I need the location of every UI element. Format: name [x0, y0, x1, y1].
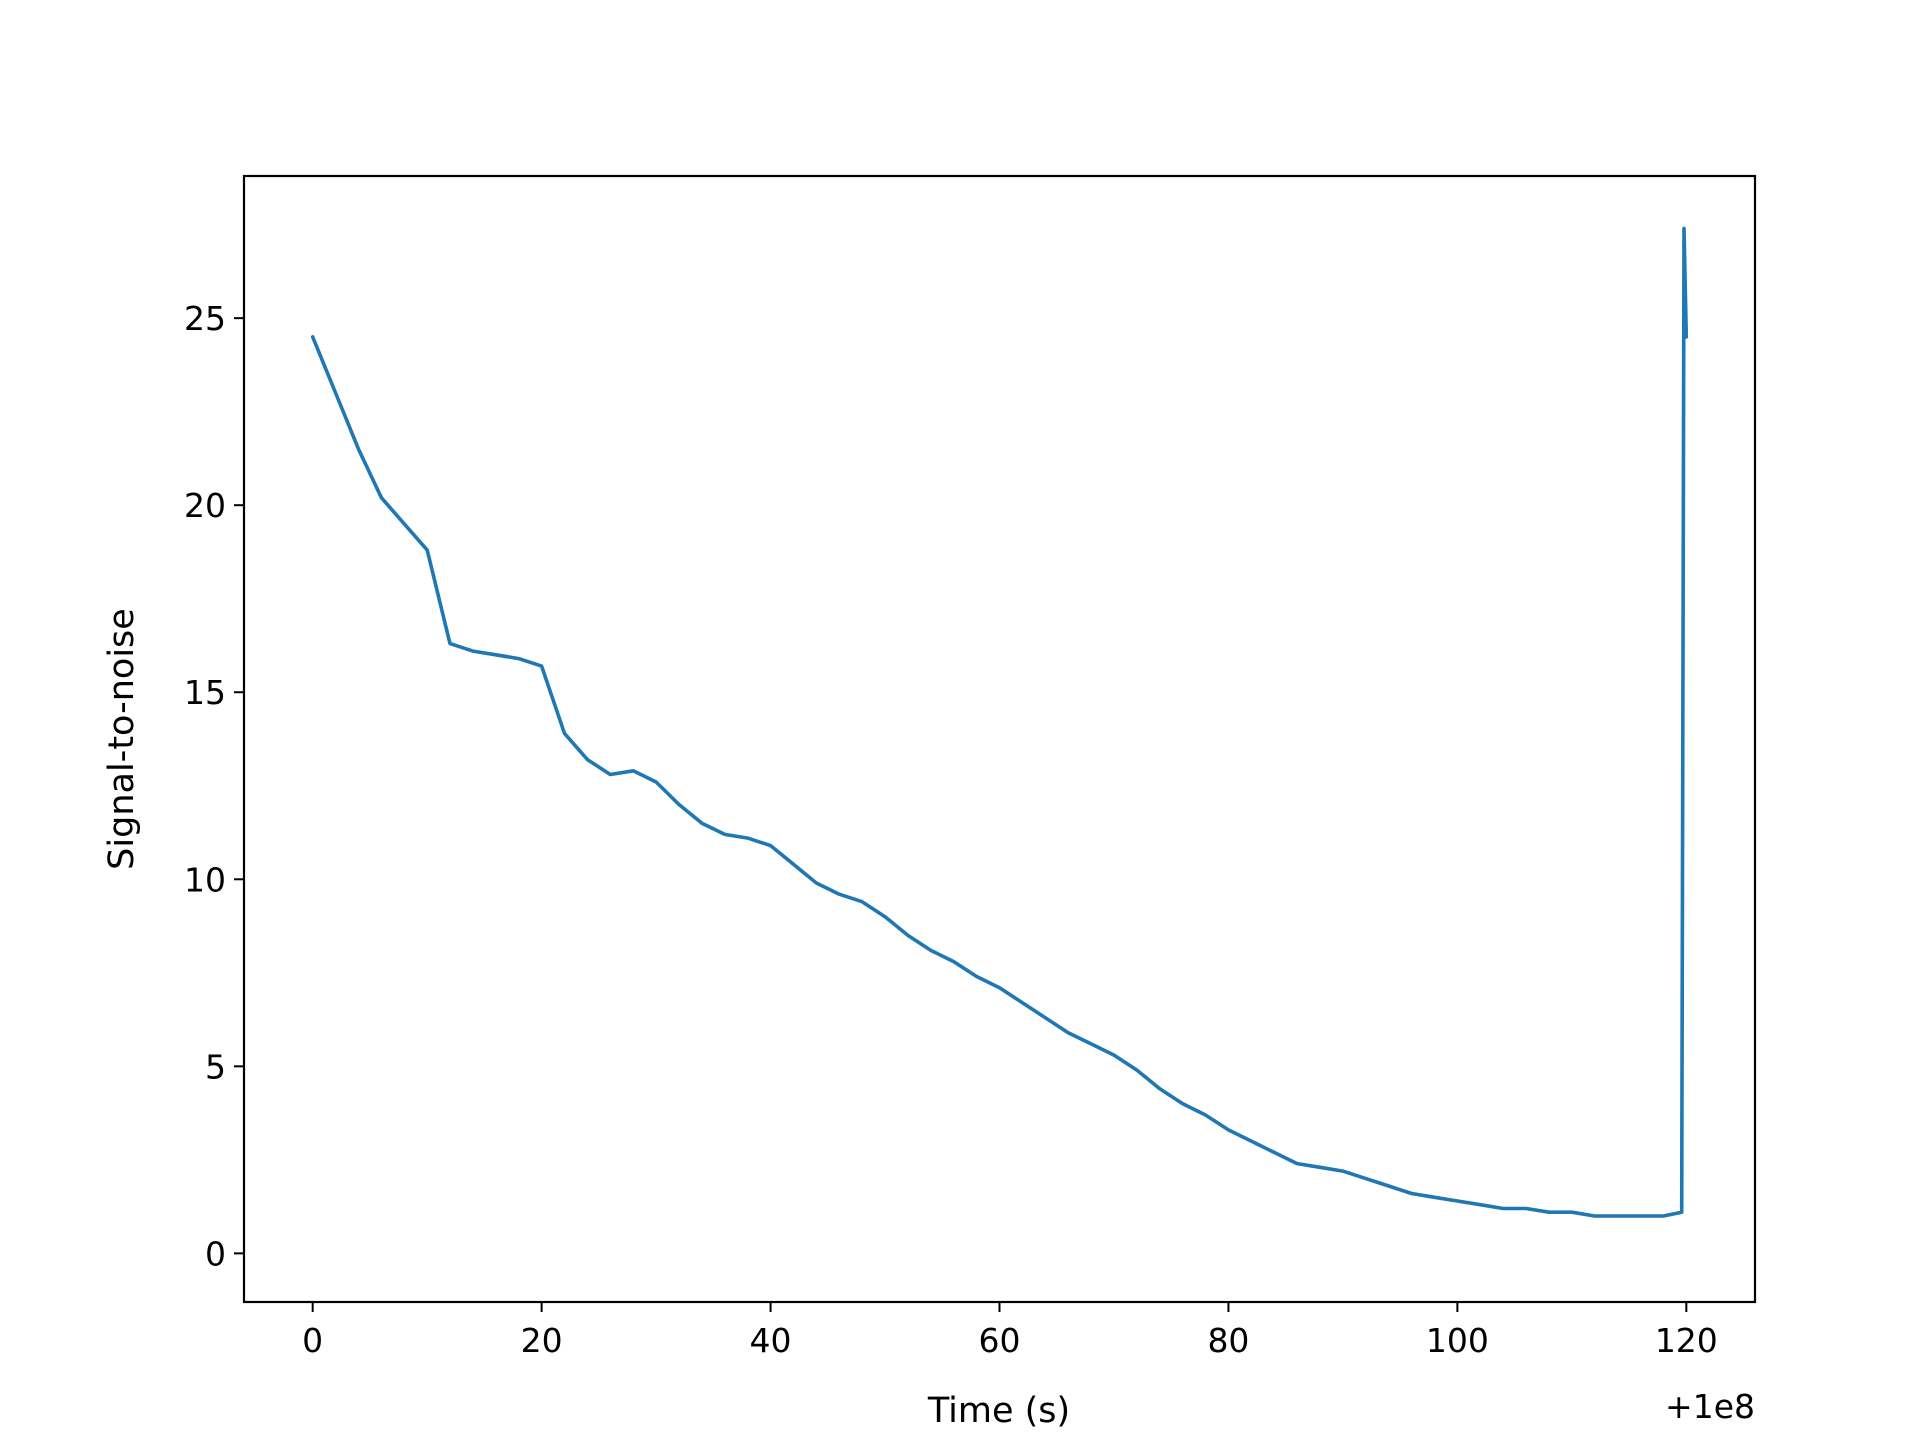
x-tick-label: 100 [1426, 1321, 1489, 1360]
y-tick-label: 10 [184, 860, 226, 899]
x-tick-label: 20 [521, 1321, 563, 1360]
y-tick-label: 0 [205, 1234, 226, 1273]
y-tick-label: 20 [184, 486, 226, 525]
y-tick-label: 5 [205, 1047, 226, 1086]
x-tick-label: 80 [1207, 1321, 1249, 1360]
x-tick-label: 40 [750, 1321, 792, 1360]
y-tick-label: 25 [184, 299, 226, 338]
series-line-0 [310, 226, 1689, 1218]
ticks: 0 20 40 60 80 100 120 0 5 10 15 20 25 [184, 299, 1718, 1360]
x-axis-offset-label: +1e8 [1665, 1387, 1755, 1426]
y-tick-label: 15 [184, 673, 226, 712]
x-tick-label: 0 [302, 1321, 323, 1360]
x-axis-label: Time (s) [927, 1391, 1070, 1431]
x-tick-label: 120 [1655, 1321, 1718, 1360]
y-axis-label: Signal-to-noise [102, 608, 142, 870]
x-tick-label: 60 [979, 1321, 1021, 1360]
plot-area [310, 226, 1689, 1218]
